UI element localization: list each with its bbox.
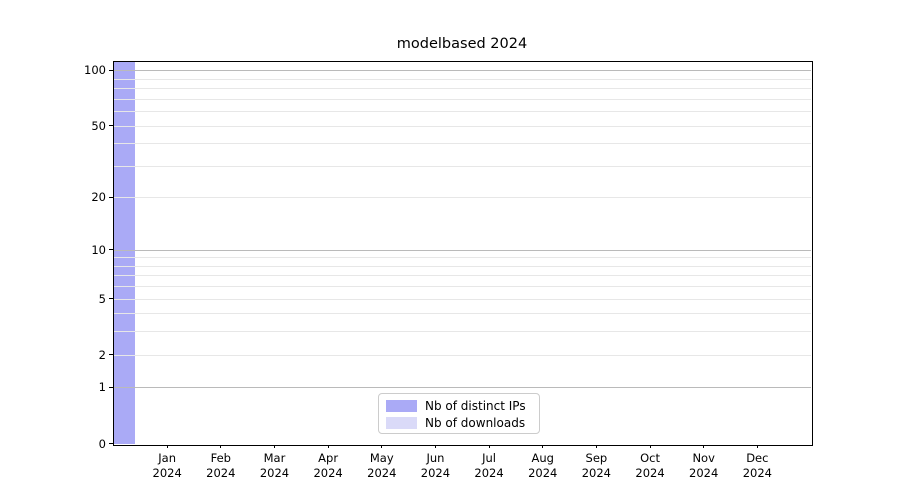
x-tick-month: May	[369, 451, 394, 465]
x-tick-month: Jun	[426, 451, 445, 465]
x-tick-month: Dec	[746, 451, 769, 465]
y-tick-mark	[109, 249, 113, 251]
y-tick-mark	[109, 354, 113, 356]
plot-area	[113, 62, 812, 444]
x-tick-mark	[434, 444, 436, 448]
x-tick-label-oct: Oct 2024	[622, 451, 678, 481]
x-tick-label-dec: Dec 2024	[729, 451, 785, 481]
y-tick-mark	[109, 125, 113, 127]
grid-layer	[113, 62, 811, 444]
gridline-minor	[113, 197, 811, 199]
x-tick-year: 2024	[474, 466, 504, 480]
x-tick-year: 2024	[152, 466, 182, 480]
bar-jan-distinct-ips	[113, 62, 135, 119]
x-tick-label-feb: Feb 2024	[193, 451, 249, 481]
chart-title: modelbased 2024	[396, 36, 528, 52]
y-tick-label: 100	[84, 63, 106, 78]
x-tick-month: Aug	[531, 451, 554, 465]
x-tick-label-mar: Mar 2024	[246, 451, 302, 481]
y-tick-mark	[109, 386, 113, 388]
x-tick-label-jun: Jun 2024	[407, 451, 463, 481]
x-tick-month: Nov	[692, 451, 715, 465]
gridline-minor	[113, 125, 811, 127]
gridline-minor	[113, 78, 811, 80]
y-tick-label: 2	[98, 347, 106, 362]
x-tick-label-apr: Apr 2024	[300, 451, 356, 481]
gridline-major	[113, 249, 811, 251]
y-tick-label: 50	[91, 118, 106, 133]
gridline-minor	[113, 354, 811, 356]
gridline-minor	[113, 265, 811, 267]
x-tick-month: Apr	[318, 451, 339, 465]
x-tick-month: Sep	[585, 451, 608, 465]
x-tick-month: Oct	[640, 451, 660, 465]
gridline-minor	[113, 275, 811, 277]
gridline-minor	[113, 88, 811, 90]
x-tick-mark	[327, 444, 329, 448]
bars-layer	[113, 62, 812, 444]
x-tick-label-jan: Jan 2024	[139, 451, 195, 481]
gridline-minor	[113, 257, 811, 259]
x-tick-mark	[166, 444, 168, 448]
legend: Nb of distinct IPs Nb of downloads	[378, 392, 540, 434]
x-tick-label-sep: Sep 2024	[568, 451, 624, 481]
x-tick-mark	[703, 444, 705, 448]
legend-item-downloads: Nb of downloads	[386, 415, 539, 431]
x-tick-year: 2024	[742, 466, 772, 480]
x-tick-year: 2024	[581, 466, 612, 480]
x-tick-label-jul: Jul 2024	[461, 451, 517, 481]
x-tick-month: Feb	[210, 451, 231, 465]
gridline-minor	[113, 111, 811, 113]
x-tick-year: 2024	[528, 466, 558, 480]
x-tick-month: Mar	[263, 451, 286, 465]
y-tick-mark	[109, 69, 113, 71]
gridline-minor	[113, 143, 811, 145]
gridline-minor	[113, 286, 811, 288]
gridline-minor	[113, 313, 811, 315]
y-tick-mark	[109, 443, 113, 444]
x-tick-year: 2024	[206, 466, 236, 480]
gridline-minor	[113, 165, 811, 167]
x-tick-mark	[488, 444, 490, 448]
x-tick-month: Jul	[482, 451, 496, 465]
bar-jun-distinct-ips	[113, 174, 135, 444]
x-tick-mark	[220, 444, 222, 448]
legend-item-distinct-ips: Nb of distinct IPs	[386, 398, 539, 414]
legend-label-downloads: Nb of downloads	[425, 415, 526, 430]
y-tick-label: 10	[91, 242, 106, 257]
bar-feb-distinct-ips	[113, 118, 135, 175]
y-tick-label: 1	[98, 380, 106, 395]
y-tick-mark	[109, 196, 113, 198]
x-tick-year: 2024	[420, 466, 451, 480]
y-tick-mark	[109, 298, 113, 300]
y-tick-label: 0	[98, 436, 106, 451]
x-tick-label-may: May 2024	[354, 451, 410, 481]
gridline-minor	[113, 331, 811, 333]
y-tick-label: 20	[91, 190, 106, 205]
gridline-minor	[113, 98, 811, 100]
gridline-major	[113, 387, 811, 389]
x-tick-mark	[273, 444, 275, 448]
x-tick-mark	[542, 444, 544, 448]
x-tick-mark	[649, 444, 651, 448]
y-tick-label: 5	[98, 291, 106, 306]
x-tick-label-aug: Aug 2024	[515, 451, 571, 481]
gridline-major	[113, 70, 811, 72]
x-tick-label-nov: Nov 2024	[676, 451, 732, 481]
x-tick-month: Jan	[158, 451, 176, 465]
legend-swatch-distinct-ips	[386, 399, 417, 412]
x-tick-mark	[595, 444, 597, 448]
legend-swatch-downloads	[386, 416, 417, 429]
x-tick-mark	[381, 444, 383, 448]
x-tick-year: 2024	[367, 466, 397, 480]
x-tick-mark	[756, 444, 758, 448]
x-tick-year: 2024	[313, 466, 343, 480]
gridline-minor	[113, 298, 811, 300]
legend-label-distinct-ips: Nb of distinct IPs	[425, 398, 526, 413]
x-tick-year: 2024	[635, 466, 665, 480]
x-tick-year: 2024	[689, 466, 719, 480]
x-tick-year: 2024	[259, 466, 290, 480]
